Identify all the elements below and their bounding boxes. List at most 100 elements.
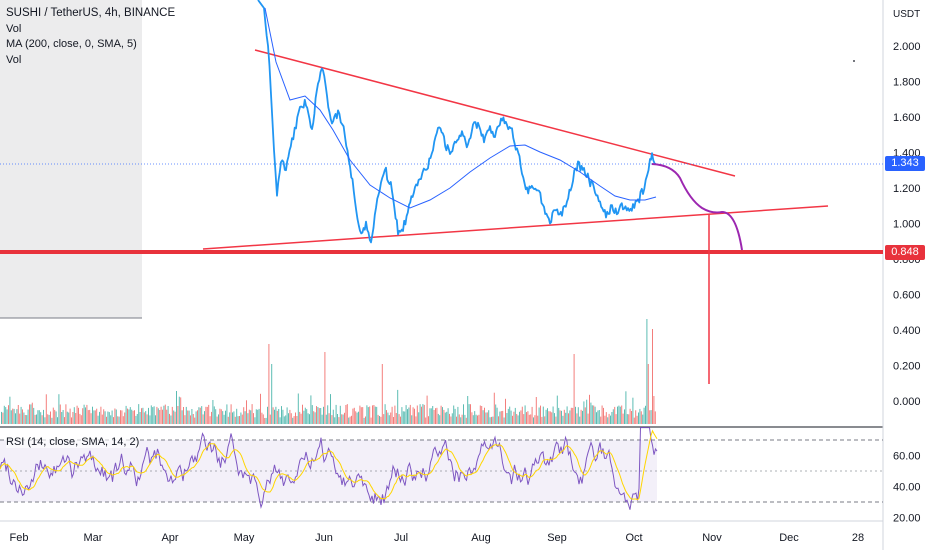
volume-bar — [652, 329, 653, 424]
volume-bar — [646, 319, 648, 424]
volume-legend-2[interactable]: Vol — [6, 53, 22, 66]
volume-bar — [449, 413, 450, 424]
volume-bar — [458, 414, 460, 424]
time-tick-label: Sep — [547, 532, 567, 544]
volume-bar — [528, 414, 530, 424]
volume-bar — [370, 417, 372, 424]
volume-bar — [290, 413, 292, 424]
volume-bar — [615, 414, 617, 424]
volume-bar — [533, 417, 534, 424]
volume-bar — [41, 415, 43, 424]
volume-bar — [654, 411, 656, 424]
volume-bar — [544, 416, 546, 424]
support-trendline — [202, 205, 829, 250]
volume-bar — [99, 411, 100, 424]
volume-bar — [10, 410, 12, 424]
volume-bar — [72, 412, 74, 424]
volume-bar — [138, 404, 140, 424]
volume-bar — [447, 408, 449, 424]
rsi-legend[interactable]: RSI (14, close, SMA, 14, 2) — [6, 436, 140, 448]
volume-bar — [610, 415, 611, 424]
volume-bar — [432, 406, 434, 424]
volume-bar — [134, 410, 135, 424]
volume-bar — [173, 410, 175, 424]
volume-bar — [344, 412, 345, 424]
volume-bar — [479, 405, 481, 424]
volume-bar — [66, 411, 68, 424]
volume-bar — [523, 414, 525, 424]
volume-bar — [351, 415, 352, 424]
rsi-tick-label: 20.00 — [893, 513, 921, 525]
resistance-trendline — [254, 49, 736, 177]
volume-bar — [426, 395, 428, 424]
volume-bar — [97, 415, 99, 424]
volume-bar — [639, 408, 641, 424]
volume-bar — [547, 408, 548, 424]
volume-bar — [330, 394, 331, 424]
volume-bar — [229, 412, 231, 424]
volume-bar — [363, 417, 365, 424]
volume-bar — [58, 394, 60, 424]
time-tick-label: Dec — [779, 532, 799, 544]
volume-bar — [640, 411, 642, 424]
volume-bar — [282, 409, 284, 424]
volume-bar — [50, 411, 51, 424]
volume-bar — [309, 414, 310, 424]
volume-bar — [212, 400, 214, 424]
volume-bar — [121, 410, 123, 424]
volume-bar — [647, 364, 649, 424]
volume-bar — [29, 404, 30, 424]
time-tick-label: Aug — [471, 532, 491, 544]
rsi-axis-ticks: 60.00 40.00 20.00 — [893, 451, 921, 525]
volume-bar — [281, 406, 282, 424]
volume-bar — [512, 415, 513, 424]
volume-bar — [331, 415, 333, 424]
volume-bar — [521, 406, 523, 424]
projection-path — [651, 163, 743, 251]
volume-bar — [580, 409, 582, 424]
volume-bar — [601, 405, 603, 424]
volume-legend[interactable]: Vol — [6, 22, 22, 35]
volume-bar — [589, 394, 590, 424]
volume-bar — [190, 415, 191, 424]
volume-bar — [86, 404, 88, 424]
volume-bar — [545, 409, 547, 424]
volume-bar — [169, 413, 170, 424]
volume-bar — [57, 417, 58, 424]
volume-bar — [491, 416, 492, 424]
ma-legend[interactable]: MA (200, close, 0, SMA, 5) — [6, 38, 137, 50]
volume-bar — [297, 393, 299, 424]
volume-bar — [285, 415, 287, 424]
currency-unit[interactable]: USDT — [893, 9, 921, 20]
time-tick-label: Feb — [10, 532, 29, 544]
volume-bar — [394, 405, 396, 424]
volume-bar — [292, 417, 294, 424]
volume-bar — [582, 410, 583, 424]
volume-bar — [391, 406, 393, 424]
volume-bar — [201, 406, 203, 424]
volume-bar — [454, 408, 456, 424]
volume-bar — [380, 416, 382, 424]
rsi-ma-line — [0, 429, 658, 501]
volume-bar — [527, 411, 529, 424]
volume-bar — [226, 404, 228, 424]
volume-bar — [611, 412, 613, 424]
symbol-title[interactable]: SUSHI / TetherUS, 4h, BINANCE — [6, 7, 176, 19]
dot-marker — [853, 60, 855, 62]
volume-bar — [379, 416, 380, 424]
volume-bar — [153, 406, 155, 424]
volume-bar — [239, 416, 240, 424]
volume-bar — [197, 410, 198, 424]
volume-bar — [418, 412, 420, 424]
volume-bar — [162, 409, 163, 424]
volume-bar — [337, 414, 338, 424]
volume-bar — [439, 415, 441, 424]
volume-bar — [5, 407, 7, 424]
volume-bar — [556, 395, 558, 424]
price-tick-label: 1.000 — [893, 219, 921, 231]
volume-bar — [293, 416, 295, 424]
volume-bar — [463, 404, 464, 424]
volume-bar — [248, 409, 250, 424]
volume-bar — [177, 406, 179, 424]
